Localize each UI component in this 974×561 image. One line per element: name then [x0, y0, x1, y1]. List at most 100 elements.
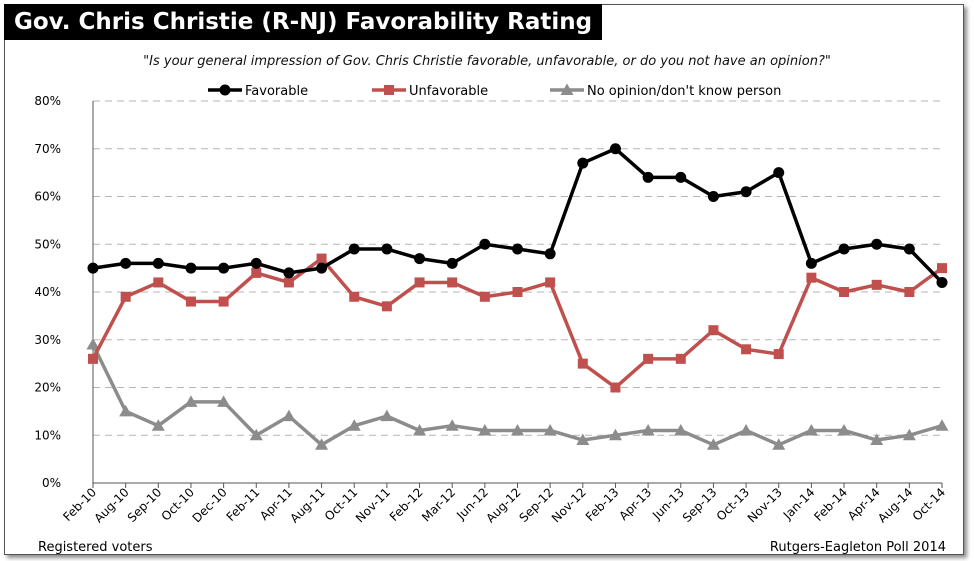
data-point-unfavorable — [839, 287, 850, 297]
y-tick-label: 10% — [34, 428, 61, 442]
y-tick-label: 50% — [34, 237, 61, 251]
data-point-no-opinion-don-t-know-person — [413, 423, 427, 436]
data-point-unfavorable — [218, 296, 229, 307]
data-point-no-opinion-don-t-know-person — [641, 423, 655, 436]
x-tick-label: Jan-14 — [780, 485, 818, 523]
data-point-favorable — [544, 248, 556, 260]
data-point-no-opinion-don-t-know-person — [478, 423, 492, 436]
legend-marker-unfavorable — [384, 85, 394, 95]
data-point-unfavorable — [577, 358, 588, 369]
data-point-favorable — [152, 257, 164, 269]
data-point-no-opinion-don-t-know-person — [902, 428, 916, 441]
data-point-favorable — [675, 171, 687, 183]
data-point-favorable — [871, 238, 883, 250]
data-point-unfavorable — [185, 296, 196, 307]
data-point-unfavorable — [610, 382, 621, 393]
data-point-favorable — [446, 257, 458, 269]
data-point-unfavorable — [349, 291, 360, 302]
data-point-favorable — [512, 243, 523, 255]
x-tick-label: Feb-13 — [583, 485, 622, 524]
data-point-no-opinion-don-t-know-person — [706, 438, 720, 450]
data-point-no-opinion-don-t-know-person — [674, 423, 688, 436]
data-point-no-opinion-don-t-know-person — [347, 419, 361, 431]
data-point-no-opinion-don-t-know-person — [119, 404, 133, 417]
legend-marker-no-opinion-don-t-know-person — [560, 83, 574, 95]
y-tick-label: 30% — [34, 333, 61, 347]
x-tick-label: Nov-11 — [353, 485, 393, 525]
data-point-no-opinion-don-t-know-person — [543, 423, 557, 436]
data-point-no-opinion-don-t-know-person — [249, 428, 263, 441]
x-tick-label: Aug-11 — [287, 485, 327, 525]
x-tick-label: Mar-12 — [419, 485, 458, 524]
x-tick-label: Feb-12 — [387, 485, 426, 524]
data-point-favorable — [936, 276, 948, 288]
x-tick-label: Apr-13 — [616, 485, 654, 523]
data-point-unfavorable — [806, 272, 817, 283]
data-point-unfavorable — [871, 279, 882, 290]
footnote-source: Rutgers-Eagleton Poll 2014 — [769, 540, 946, 555]
data-point-favorable — [87, 262, 99, 274]
x-tick-label: Oct-14 — [910, 485, 948, 523]
data-point-no-opinion-don-t-know-person — [837, 423, 851, 436]
data-point-unfavorable — [937, 263, 947, 274]
data-point-favorable — [283, 267, 295, 279]
legend-label-unfavorable: Unfavorable — [409, 84, 488, 99]
data-point-favorable — [642, 171, 654, 183]
x-tick-label: Feb-11 — [224, 485, 263, 524]
data-point-no-opinion-don-t-know-person — [315, 438, 329, 450]
legend-label-favorable: Favorable — [245, 84, 308, 99]
data-point-no-opinion-don-t-know-person — [511, 423, 524, 436]
x-tick-label: Dec-10 — [190, 485, 230, 525]
data-point-no-opinion-don-t-know-person — [608, 428, 622, 441]
data-point-unfavorable — [545, 277, 556, 288]
data-point-favorable — [250, 257, 262, 269]
data-point-no-opinion-don-t-know-person — [184, 395, 198, 407]
data-point-favorable — [773, 167, 785, 179]
chart-subtitle: "Is your general impression of Gov. Chri… — [143, 54, 831, 69]
data-point-favorable — [381, 243, 393, 255]
data-point-favorable — [577, 157, 589, 169]
y-tick-label: 40% — [34, 285, 61, 299]
data-point-unfavorable — [316, 253, 327, 264]
data-point-no-opinion-don-t-know-person — [282, 409, 296, 422]
data-point-favorable — [609, 143, 621, 155]
data-point-unfavorable — [741, 344, 752, 355]
data-point-favorable — [838, 243, 850, 255]
data-point-unfavorable — [447, 277, 458, 288]
data-point-favorable — [316, 262, 328, 274]
x-tick-label: Feb-14 — [811, 485, 850, 524]
y-tick-label: 20% — [34, 381, 61, 395]
data-point-no-opinion-don-t-know-person — [151, 419, 165, 431]
legend-label-no-opinion-don-t-know-person: No opinion/don't know person — [587, 84, 781, 99]
data-point-favorable — [740, 186, 752, 198]
data-point-unfavorable — [512, 287, 523, 297]
chart-title: Gov. Chris Christie (R-NJ) Favorability … — [4, 4, 603, 40]
data-point-favorable — [805, 257, 817, 269]
data-point-favorable — [348, 243, 360, 255]
data-point-favorable — [218, 262, 230, 274]
data-point-unfavorable — [773, 349, 784, 360]
data-point-unfavorable — [283, 277, 294, 288]
data-point-favorable — [903, 243, 915, 255]
y-tick-label: 70% — [34, 142, 61, 156]
y-tick-label: 60% — [34, 190, 61, 204]
data-point-unfavorable — [675, 353, 686, 364]
data-point-no-opinion-don-t-know-person — [804, 423, 818, 436]
data-point-unfavorable — [708, 325, 719, 336]
data-point-unfavorable — [251, 267, 262, 278]
x-tick-label: Sep-12 — [517, 485, 557, 525]
chart-frame — [4, 4, 964, 555]
data-point-unfavorable — [479, 291, 490, 302]
x-tick-label: Nov-13 — [745, 485, 785, 525]
data-point-no-opinion-don-t-know-person — [772, 438, 786, 450]
data-point-no-opinion-don-t-know-person — [870, 433, 884, 446]
data-point-unfavorable — [88, 353, 98, 364]
data-point-favorable — [185, 262, 197, 274]
data-point-favorable — [414, 253, 426, 265]
x-tick-label: Aug-10 — [91, 485, 131, 525]
x-tick-label: Nov-12 — [549, 485, 589, 525]
data-point-unfavorable — [414, 277, 425, 288]
data-point-favorable — [707, 191, 719, 202]
data-point-favorable — [120, 257, 132, 269]
